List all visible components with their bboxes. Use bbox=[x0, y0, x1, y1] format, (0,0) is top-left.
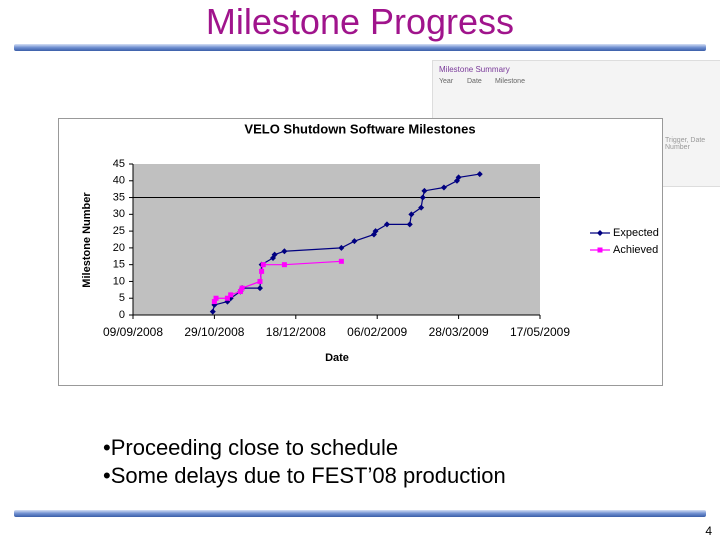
data-point bbox=[256, 285, 263, 292]
screenshot-columns: Year Date Milestone bbox=[433, 78, 720, 85]
y-tick-label: 25 bbox=[113, 225, 125, 237]
y-tick-label: 10 bbox=[113, 275, 125, 287]
data-point bbox=[239, 285, 245, 291]
page-number: 4 bbox=[705, 524, 712, 538]
data-point bbox=[228, 292, 234, 298]
x-tick-label: 17/05/2009 bbox=[510, 325, 570, 339]
legend-label: Expected bbox=[613, 227, 659, 239]
legend-marker bbox=[597, 247, 603, 253]
bullet-list: Proceeding close to schedule Some delays… bbox=[103, 434, 506, 490]
y-tick-label: 5 bbox=[119, 292, 125, 304]
screenshot-title: Milestone Summary bbox=[439, 65, 510, 74]
screenshot-column: Milestone bbox=[495, 78, 525, 85]
data-point bbox=[372, 228, 379, 235]
data-point bbox=[419, 194, 426, 201]
data-point bbox=[338, 244, 345, 251]
y-tick-label: 40 bbox=[113, 175, 125, 187]
y-tick-label: 35 bbox=[113, 191, 125, 203]
data-point bbox=[455, 174, 462, 181]
y-tick-label: 0 bbox=[119, 309, 125, 321]
screenshot-side-text: Trigger, Date Number bbox=[665, 137, 706, 151]
data-point bbox=[281, 262, 287, 268]
x-tick-label: 06/02/2009 bbox=[347, 325, 407, 339]
y-axis-title: Milestone Number bbox=[81, 192, 93, 288]
data-point bbox=[213, 295, 219, 301]
y-tick-label: 15 bbox=[113, 259, 125, 271]
screenshot-column: Date bbox=[467, 78, 482, 85]
bullet: Proceeding close to schedule bbox=[103, 434, 506, 462]
plot-area bbox=[133, 164, 540, 315]
data-point bbox=[406, 221, 413, 228]
x-tick-label: 28/03/2009 bbox=[429, 325, 489, 339]
data-point bbox=[259, 268, 265, 274]
data-point bbox=[421, 187, 428, 194]
slide-title: Milestone Progress bbox=[205, 1, 515, 42]
data-point bbox=[271, 251, 278, 258]
data-point bbox=[209, 308, 216, 315]
data-point bbox=[338, 258, 344, 264]
data-point bbox=[440, 184, 447, 191]
x-axis-title: Date bbox=[325, 352, 349, 364]
data-point bbox=[476, 171, 483, 178]
footer-rule bbox=[14, 510, 706, 517]
y-tick-label: 45 bbox=[113, 158, 125, 170]
data-point bbox=[383, 221, 390, 228]
x-tick-label: 09/09/2008 bbox=[103, 325, 163, 339]
y-tick-label: 20 bbox=[113, 242, 125, 254]
data-point bbox=[351, 238, 358, 245]
data-point bbox=[237, 289, 243, 295]
bullet: Some delays due to FEST’08 production bbox=[103, 462, 506, 490]
data-point bbox=[260, 262, 266, 268]
screenshot-column: Year bbox=[439, 78, 454, 85]
title-rule bbox=[14, 44, 706, 51]
data-point bbox=[418, 204, 425, 211]
y-tick-label: 30 bbox=[113, 208, 125, 220]
data-point bbox=[281, 248, 288, 255]
legend-label: Achieved bbox=[613, 244, 658, 256]
data-point bbox=[224, 295, 230, 301]
chart-title: VELO Shutdown Software Milestones bbox=[244, 121, 475, 136]
data-point bbox=[257, 278, 263, 284]
x-tick-label: 29/10/2008 bbox=[184, 325, 244, 339]
data-point bbox=[211, 299, 217, 305]
legend-marker bbox=[597, 230, 603, 236]
data-point bbox=[408, 211, 415, 218]
x-tick-label: 18/12/2008 bbox=[266, 325, 326, 339]
